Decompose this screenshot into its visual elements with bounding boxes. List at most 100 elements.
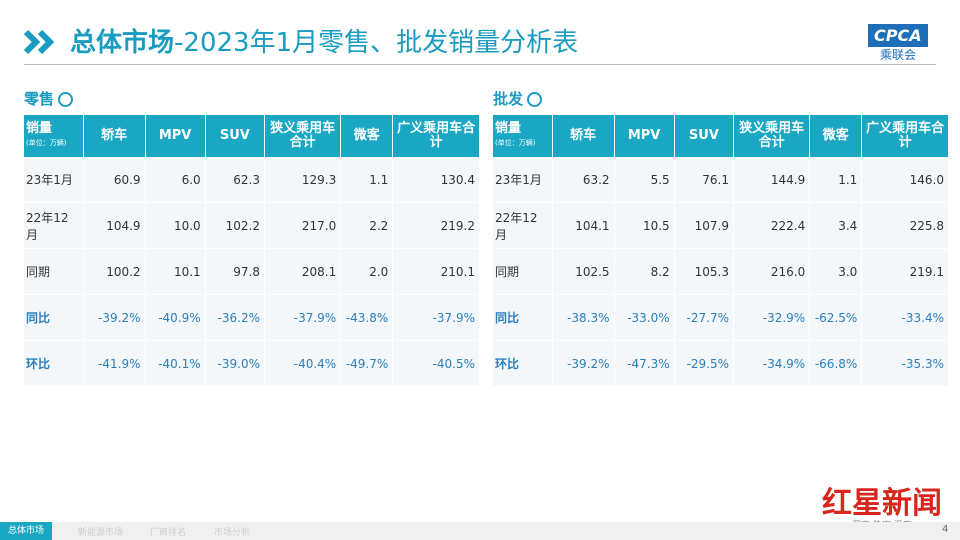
column-text: MPV [627, 128, 661, 143]
nav-item: 新能源市场 [78, 528, 124, 538]
logo-sub: 乘联会 [880, 48, 917, 62]
row-label: 23年1月 [493, 157, 553, 203]
nav-item: 总体市场 [0, 522, 53, 540]
cell: 210.1 [392, 248, 480, 295]
nav-bar: 总体市场 新能源市场 厂商排名 市场分析 [0, 522, 960, 540]
cell: 76.1 [674, 157, 735, 203]
column-text: 微客 [822, 128, 849, 143]
cell: -38.3% [552, 294, 615, 341]
cell: 104.9 [83, 202, 146, 249]
section-text: 零售 [24, 90, 55, 108]
data-table: 销量 (单位：万辆) 轿车 MPV SUV 狭义乘用车合计 微客 广义乘用车合计 23年1月 63… [493, 115, 949, 387]
row-label: 22年12月 [493, 202, 553, 249]
column-header: 销量 (单位：万辆) [24, 115, 84, 157]
cell: 10.0 [145, 202, 206, 249]
column-header: 微客 [340, 115, 394, 157]
cell: 146.0 [861, 157, 949, 203]
cell: 105.3 [674, 248, 735, 295]
data-row: 23年1月 60.9 6.0 62.3 129.3 1.1 130.4 [24, 157, 480, 203]
title-bold: 总体市场 [70, 28, 175, 58]
row-label: 同比 [24, 294, 84, 341]
cell: 208.1 [264, 248, 342, 295]
column-header: SUV [205, 115, 266, 157]
column-header: SUV [674, 115, 735, 157]
cell: 60.9 [83, 157, 146, 203]
cell: 130.4 [392, 157, 480, 203]
cell: 217.0 [264, 202, 342, 249]
column-text: 销量 [26, 121, 53, 136]
cell: 107.9 [674, 202, 735, 249]
cell: -40.9% [145, 294, 206, 341]
cell: 3.4 [809, 202, 863, 249]
cell: 1.1 [809, 157, 863, 203]
logo: CPCA [868, 24, 928, 47]
cell: 3.0 [809, 248, 863, 295]
cell: -62.5% [809, 294, 863, 341]
cell: 6.0 [145, 157, 206, 203]
column-header: 轿车 [83, 115, 146, 157]
cell: -29.5% [674, 340, 735, 387]
data-row: 同期 100.2 10.1 97.8 208.1 2.0 210.1 [24, 248, 480, 295]
title: 总体市场-2023年1月零售、批发销量分析表 [70, 22, 578, 59]
row-label: 同比 [493, 294, 553, 341]
cell: -40.4% [264, 340, 342, 387]
cell: -37.9% [392, 294, 480, 341]
cell: -41.9% [83, 340, 146, 387]
column-text: SUV [219, 128, 250, 143]
row-label: 环比 [24, 340, 84, 387]
column-header: 狭义乘用车合计 [733, 115, 811, 157]
down-icon [58, 92, 74, 107]
cell: -39.0% [205, 340, 266, 387]
column-text: 轿车 [570, 128, 597, 143]
title-rest: -2023年1月零售、批发销量分析表 [174, 28, 579, 58]
row-label: 环比 [493, 340, 553, 387]
column-header: MPV [145, 115, 206, 157]
cell: -27.7% [674, 294, 735, 341]
header-row: 销量 (单位：万辆) 轿车 MPV SUV 狭义乘用车合计 微客 广义乘用车合计 [24, 115, 480, 157]
data-table: 销量 (单位：万辆) 轿车 MPV SUV 狭义乘用车合计 微客 广义乘用车合计 23年1月 60… [24, 115, 480, 387]
chevrons [24, 30, 55, 54]
cell: 219.1 [861, 248, 949, 295]
row-label: 23年1月 [24, 157, 84, 203]
cell: -40.5% [392, 340, 480, 387]
column-header: 微客 [809, 115, 863, 157]
cell: -33.0% [614, 294, 675, 341]
cell: -39.2% [83, 294, 146, 341]
cell: 8.2 [614, 248, 675, 295]
section-text: 批发 [493, 90, 524, 108]
section-label: 零售 [24, 88, 74, 109]
column-text: MPV [158, 128, 192, 143]
cell: -40.1% [145, 340, 206, 387]
cell: 62.3 [205, 157, 266, 203]
row-label: 22年12月 [24, 202, 84, 249]
column-header: 轿车 [552, 115, 615, 157]
cell: 63.2 [552, 157, 615, 203]
nav-item: 市场分析 [214, 528, 251, 538]
row-label: 同期 [24, 248, 84, 295]
cell: -32.9% [733, 294, 811, 341]
cell: 216.0 [733, 248, 811, 295]
cell: 5.5 [614, 157, 675, 203]
nav-item: 厂商排名 [150, 528, 187, 538]
cell: 2.2 [340, 202, 394, 249]
cell: -35.3% [861, 340, 949, 387]
data-row: 环比 -41.9% -40.1% -39.0% -40.4% -49.7% -40.5% [24, 340, 480, 387]
cell: -39.2% [552, 340, 615, 387]
cell: 129.3 [264, 157, 342, 203]
header-row: 销量 (单位：万辆) 轿车 MPV SUV 狭义乘用车合计 微客 广义乘用车合计 [493, 115, 949, 157]
column-text: 狭义乘用车合计 [270, 121, 336, 150]
cell: 97.8 [205, 248, 266, 295]
watermark: 红星新闻 [822, 486, 942, 521]
down-icon [527, 92, 543, 107]
data-row: 22年12月 104.9 10.0 102.2 217.0 2.2 219.2 [24, 202, 480, 249]
cell: 144.9 [733, 157, 811, 203]
column-text: 广义乘用车合计 [866, 121, 945, 150]
cell: 100.2 [83, 248, 146, 295]
cell: 219.2 [392, 202, 480, 249]
cell: -37.9% [264, 294, 342, 341]
column-text: SUV [688, 128, 719, 143]
data-row: 同比 -39.2% -40.9% -36.2% -37.9% -43.8% -37.9% [24, 294, 480, 341]
data-row: 22年12月 104.1 10.5 107.9 222.4 3.4 225.8 [493, 202, 949, 249]
data-row: 23年1月 63.2 5.5 76.1 144.9 1.1 146.0 [493, 157, 949, 203]
